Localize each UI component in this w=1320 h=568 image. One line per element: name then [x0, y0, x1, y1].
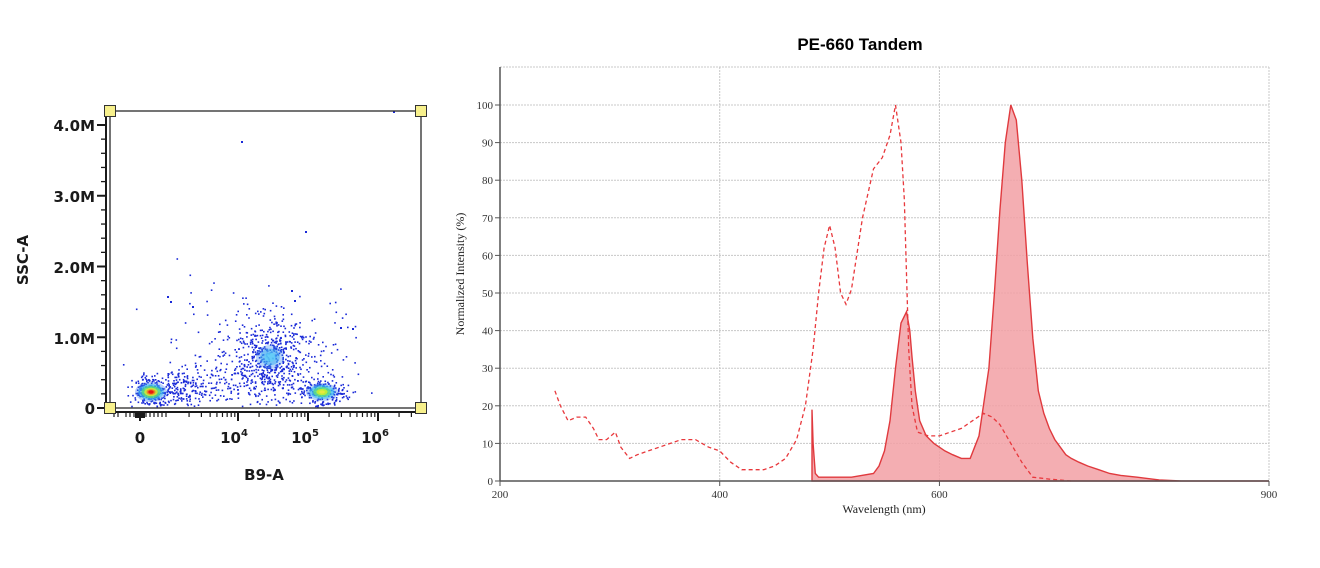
x-tick-200: 200: [492, 489, 509, 501]
gate-handle-top-left[interactable]: [104, 105, 116, 117]
flow-x-axis: [106, 411, 421, 421]
x-axis-title: Wavelength (nm): [842, 502, 925, 516]
y-tick-1m: 1.0M: [54, 330, 96, 348]
flow-y-tick-labels: 4.0M 3.0M 2.0M 1.0M 0: [54, 117, 96, 418]
y-tick-50: 50: [482, 288, 494, 300]
spectrum-y-tick-labels: 0 10 20 30 40 50 60 70 80 90 100: [477, 100, 494, 488]
spectrum-grid: [500, 66, 1270, 481]
flow-scatter-points: [122, 111, 395, 408]
flow-y-axis-title: SSC-A: [14, 235, 32, 286]
gate-rectangle[interactable]: [109, 110, 422, 409]
excitation-curve: [554, 104, 1072, 482]
flow-x-axis-title: B9-A: [244, 466, 284, 484]
y-tick-0: 0: [488, 476, 494, 488]
y-tick-90: 90: [482, 138, 494, 150]
spectrum-series: [554, 104, 1269, 482]
emission-curve: [811, 104, 1269, 482]
x-tick-600: 600: [931, 489, 948, 501]
gate-handle-top-right[interactable]: [415, 105, 427, 117]
y-tick-0: 0: [85, 400, 95, 418]
x-tick-400: 400: [711, 489, 728, 501]
x-tick-1e4: 104: [220, 428, 248, 447]
gate-handle-bottom-left[interactable]: [104, 402, 116, 414]
y-tick-60: 60: [482, 250, 494, 262]
y-tick-2m: 2.0M: [54, 259, 96, 277]
y-tick-3m: 3.0M: [54, 188, 96, 206]
y-tick-30: 30: [482, 363, 494, 375]
y-tick-4m: 4.0M: [54, 117, 96, 135]
spectrum-axes: [495, 67, 1270, 486]
y-tick-10: 10: [482, 438, 494, 450]
gate-handle-bottom-right[interactable]: [415, 402, 427, 414]
x-tick-0: 0: [135, 429, 145, 447]
gate-handles[interactable]: [104, 105, 427, 414]
x-tick-1e5: 105: [291, 428, 319, 447]
chart-title: PE-660 Tandem: [797, 35, 922, 54]
x-tick-900: 900: [1261, 489, 1278, 501]
y-tick-100: 100: [477, 100, 494, 112]
flow-cytometry-plot: 4.0M 3.0M 2.0M 1.0M 0 0 104 105 106 B9-A…: [14, 105, 427, 484]
y-tick-40: 40: [482, 326, 494, 338]
x-tick-1e6: 106: [361, 428, 389, 447]
y-axis-title: Normalized Intensity (%): [453, 213, 467, 336]
spectrum-x-tick-labels: 200 400 600 900: [492, 489, 1278, 501]
y-tick-20: 20: [482, 401, 494, 413]
flow-x-tick-labels: 0 104 105 106: [135, 428, 389, 447]
y-tick-70: 70: [482, 213, 494, 225]
y-tick-80: 80: [482, 175, 494, 187]
